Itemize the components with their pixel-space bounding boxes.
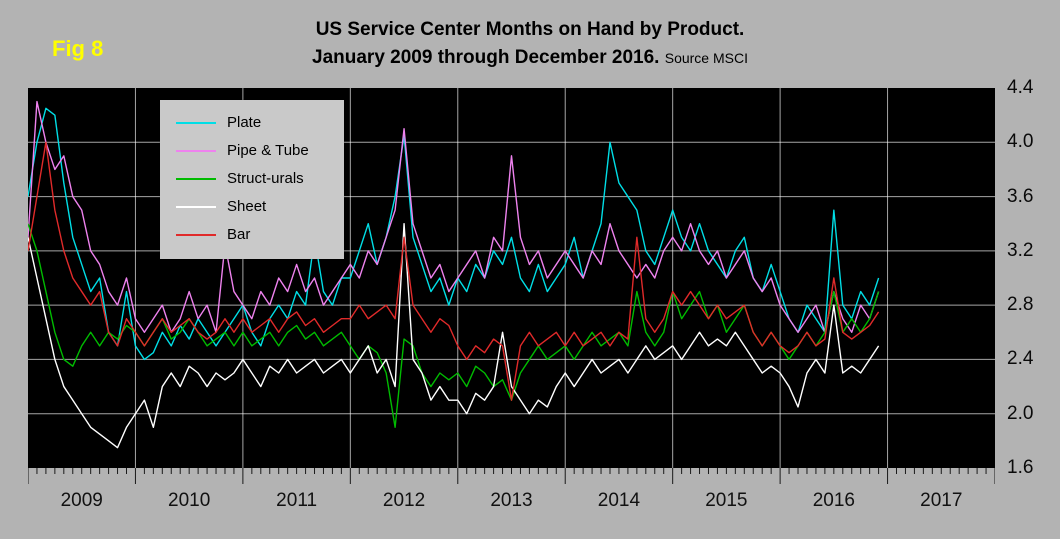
chart-title-line1: US Service Center Months on Hand by Prod… bbox=[315, 19, 745, 40]
x-axis-year-label: 2017 bbox=[920, 490, 963, 511]
x-axis-year-label: 2016 bbox=[812, 490, 855, 511]
x-axis-year-labels: 2009 2010 2011 2012 2013 2014 2015 2016 2017 bbox=[28, 490, 995, 520]
y-axis-label: 2.8 bbox=[1007, 294, 1034, 316]
y-axis-label: 3.2 bbox=[1007, 239, 1034, 261]
series-line-struct-urals bbox=[28, 223, 880, 428]
chart-subtitle-text: January 2009 through December 2016. bbox=[312, 46, 660, 68]
legend-item-plate: Plate bbox=[176, 114, 324, 131]
y-axis-label: 4.0 bbox=[1007, 131, 1034, 153]
legend-item-pipe-tube: Pipe & Tube bbox=[176, 142, 324, 159]
x-axis-ticks bbox=[28, 468, 995, 484]
legend-swatch-plate bbox=[176, 121, 216, 124]
legend-item-struct-urals: Struct-urals bbox=[176, 170, 324, 187]
y-axis-labels: 4.4 4.0 3.6 3.2 2.8 2.4 2.0 1.6 bbox=[1003, 77, 1059, 478]
series-line-pipe-tube bbox=[28, 100, 880, 333]
y-axis-label: 2.0 bbox=[1007, 402, 1034, 424]
x-axis-year-label: 2009 bbox=[60, 490, 103, 511]
legend-swatch-bar bbox=[176, 233, 216, 236]
x-axis-year-label: 2014 bbox=[597, 490, 641, 511]
x-axis-year-label: 2012 bbox=[382, 490, 426, 511]
legend-label-pipe-tube: Pipe & Tube bbox=[227, 142, 309, 159]
series-line-plate bbox=[28, 107, 880, 361]
x-axis-year-label: 2011 bbox=[276, 490, 318, 511]
x-axis-year-label: 2010 bbox=[168, 490, 211, 511]
chart-source-label: Source MSCI bbox=[664, 49, 748, 66]
chart-legend: Plate Pipe & Tube Struct-urals Sheet Bar bbox=[160, 100, 344, 259]
legend-swatch-struct-urals bbox=[176, 177, 216, 180]
y-axis-label: 1.6 bbox=[1007, 457, 1034, 478]
legend-label-struct-urals: Struct-urals bbox=[227, 170, 304, 187]
y-axis-label: 3.6 bbox=[1007, 185, 1034, 207]
legend-item-sheet: Sheet bbox=[176, 198, 324, 215]
legend-item-bar: Bar bbox=[176, 226, 324, 243]
chart-title-line2: January 2009 through December 2016. Sour… bbox=[0, 44, 1060, 72]
chart-title-block: US Service Center Months on Hand by Prod… bbox=[0, 16, 1060, 71]
y-axis-label: 4.4 bbox=[1007, 77, 1034, 98]
legend-swatch-sheet bbox=[176, 205, 216, 208]
legend-label-bar: Bar bbox=[227, 226, 251, 243]
x-axis-year-label: 2013 bbox=[490, 490, 533, 511]
legend-label-sheet: Sheet bbox=[227, 198, 267, 215]
x-axis: 2009 2010 2011 2012 2013 2014 2015 2016 2017 bbox=[28, 468, 995, 538]
chart-plot-area: Plate Pipe & Tube Struct-urals Sheet Bar bbox=[28, 88, 995, 468]
figure-number-label: Fig 8 bbox=[52, 36, 104, 61]
series-line-sheet bbox=[28, 223, 880, 449]
series-line-bar bbox=[28, 141, 880, 401]
legend-label-plate: Plate bbox=[227, 114, 262, 131]
y-axis-label: 2.4 bbox=[1007, 348, 1034, 370]
legend-swatch-pipe-tube bbox=[176, 149, 216, 152]
x-axis-year-label: 2015 bbox=[705, 490, 748, 511]
